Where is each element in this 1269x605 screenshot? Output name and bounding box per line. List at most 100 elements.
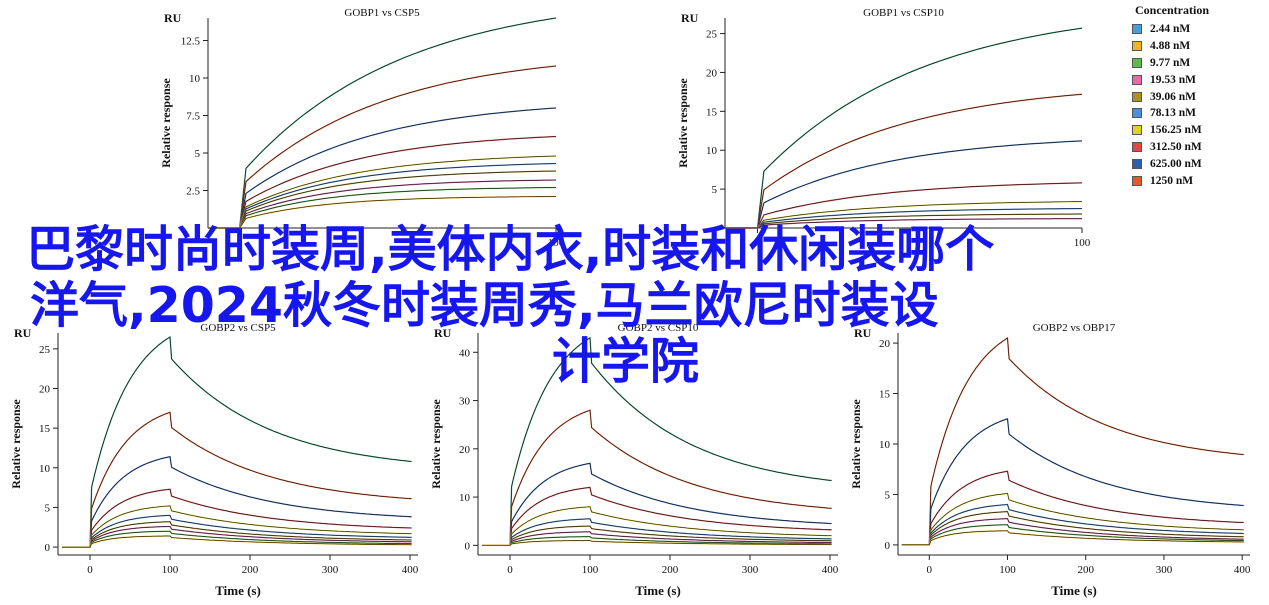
- fit-line: [208, 65, 557, 229]
- x-tick-label: 400: [1234, 564, 1251, 576]
- fit-line: [901, 337, 1244, 546]
- fit-line: [725, 213, 1082, 229]
- x-tick-label: 200: [242, 564, 259, 576]
- legend-label: 156.25 nM: [1150, 124, 1202, 137]
- fit-line: [208, 187, 557, 229]
- fit-line: [482, 540, 832, 546]
- y-tick-label: 0: [885, 540, 891, 552]
- fit-line: [208, 17, 557, 229]
- x-tick-label: 100: [162, 564, 179, 576]
- x-tick-label: 100: [1074, 237, 1091, 249]
- y-tick-label: 40: [459, 347, 471, 359]
- fit-line: [725, 27, 1083, 229]
- fit-line: [901, 470, 1244, 546]
- fit-line: [208, 196, 556, 229]
- legend-swatch: [1132, 158, 1142, 169]
- y-tick-label: 20: [879, 338, 891, 350]
- legend-label: 9.77 nM: [1150, 56, 1191, 69]
- fit-line: [482, 462, 832, 546]
- legend-item: 39.06 nM: [1112, 88, 1232, 105]
- series-line: [725, 93, 1083, 229]
- y-tick-label: 0: [465, 540, 471, 552]
- legend-label: 39.06 nM: [1150, 90, 1196, 103]
- y-axis-label: Relative response: [676, 78, 690, 168]
- legend-item: 312.50 nM: [1112, 139, 1232, 156]
- chart-panel-1: 2.5 5 7.5 10 12.5 0 100 GOBP1 vs CSP5 RU Relative…: [159, 7, 565, 249]
- fit-line: [901, 493, 1244, 546]
- x-axis-label: Time (s): [635, 583, 681, 598]
- x-tick-label: 200: [662, 564, 679, 576]
- y-tick-label: 25: [706, 29, 718, 41]
- legend-label: 625.00 nM: [1150, 157, 1202, 170]
- fit-line: [482, 409, 832, 546]
- legend-swatch: [1132, 125, 1142, 136]
- fit-line: [482, 531, 832, 546]
- series-line: [482, 486, 832, 546]
- series-line: [901, 503, 1244, 546]
- fit-line: [482, 536, 832, 546]
- x-axis-label: Time (s): [215, 583, 261, 598]
- series-line: [208, 65, 557, 229]
- legend-swatch: [1132, 91, 1142, 102]
- fit-line: [901, 524, 1244, 546]
- x-tick-label: 300: [322, 564, 339, 576]
- chart-title: GOBP2 vs CSP5: [200, 322, 276, 334]
- fit-line: [901, 518, 1244, 546]
- fit-line: [208, 136, 557, 229]
- y-tick-label: 2.5: [186, 186, 200, 198]
- y-tick-label: 15: [39, 423, 51, 435]
- series-line: [208, 155, 557, 229]
- y-unit-label: RU: [434, 326, 452, 340]
- y-tick-label: 10: [879, 439, 891, 451]
- y-unit-label: RU: [854, 326, 872, 340]
- fit-line: [208, 107, 557, 229]
- x-tick-label: 100: [999, 564, 1016, 576]
- legend-label: 4.88 nM: [1150, 40, 1191, 53]
- chart-title: GOBP1 vs CSP10: [863, 7, 944, 19]
- legend-swatch: [1132, 57, 1142, 68]
- overlay-headline: 巴黎时尚时装周,美体内衣,时装和休闲装哪个 洋气,2024秋冬时装周秀,马兰欧尼…: [8, 222, 1208, 390]
- legend-swatch: [1132, 24, 1142, 35]
- fit-line: [62, 505, 412, 548]
- y-tick-label: 7.5: [186, 111, 200, 123]
- y-axis-label: Relative response: [849, 399, 863, 489]
- legend-label: 312.50 nM: [1150, 140, 1202, 153]
- x-tick-label: 0: [507, 564, 513, 576]
- fit-line: [725, 201, 1082, 229]
- overlay-line-3: 计学院: [552, 333, 700, 390]
- chart-panel-2: 5 10 15 20 25 0 100 GOBP1 vs CSP10 RU Relative re…: [676, 7, 1091, 249]
- fit-line: [482, 487, 832, 546]
- fit-line: [901, 418, 1244, 546]
- y-unit-label: RU: [164, 11, 182, 25]
- series-line: [725, 27, 1083, 229]
- y-tick-label: 5: [45, 502, 51, 514]
- y-unit-label: RU: [681, 11, 699, 25]
- legend-title: Concentration: [1135, 3, 1209, 17]
- legend-swatch: [1132, 108, 1142, 119]
- legend-item: 156.25 nM: [1112, 122, 1232, 139]
- y-tick-label: 10: [189, 73, 201, 85]
- y-axis-label: Relative response: [429, 399, 443, 489]
- y-tick-label: 5: [712, 184, 718, 196]
- x-tick-label: 300: [742, 564, 759, 576]
- fit-line: [62, 526, 412, 548]
- legend-label: 1250 nM: [1150, 174, 1194, 187]
- legend-swatch: [1132, 175, 1142, 186]
- fit-line: [208, 179, 557, 229]
- y-tick-label: 20: [39, 384, 51, 396]
- y-tick-label: 12.5: [181, 36, 201, 48]
- series-line: [62, 411, 412, 548]
- legend-item: 9.77 nM: [1112, 55, 1232, 72]
- chart-panel-3: 0 5 10 15 20 25 0 100 200 300 400 GOBP2 vs CSP5 RU Re…: [9, 322, 419, 598]
- legend-swatch: [1132, 141, 1142, 152]
- y-tick-label: 30: [459, 396, 471, 408]
- y-tick-label: 0: [45, 542, 51, 554]
- fit-line: [62, 530, 412, 548]
- fit-line: [725, 93, 1083, 229]
- fit-line: [62, 535, 412, 548]
- chart-title: GOBP2 vs OBP17: [1033, 322, 1116, 334]
- fit-line: [482, 525, 832, 546]
- overlay-line-2: 洋气,2024秋冬时装周秀,马兰欧尼时装设: [30, 277, 939, 334]
